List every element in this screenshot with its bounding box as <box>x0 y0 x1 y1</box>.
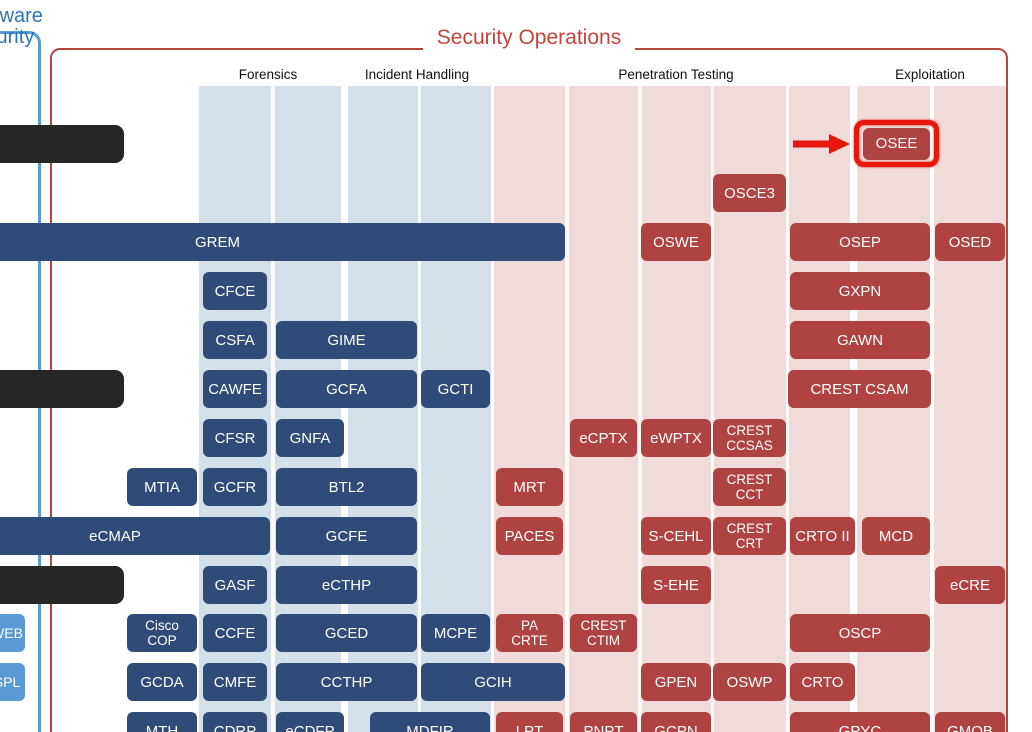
badge-ecre[interactable]: eCRE <box>935 566 1005 604</box>
badge-mtia[interactable]: MTIA <box>127 468 197 506</box>
badge-gnfa[interactable]: GNFA <box>276 419 344 457</box>
column-separator <box>565 86 569 732</box>
badge-osee[interactable]: OSEE <box>863 127 930 160</box>
section-title-wrap: Security Operations <box>50 26 1008 50</box>
badge-s-cehl[interactable]: S-CEHL <box>641 517 711 555</box>
badge-osed[interactable]: OSED <box>935 223 1005 261</box>
badge-paces[interactable]: PACES <box>496 517 563 555</box>
badge-crest-crt[interactable]: CREST CRT <box>713 517 786 555</box>
badge-gpen[interactable]: GPEN <box>641 663 711 701</box>
badge-ccfe[interactable]: CCFE <box>203 614 267 652</box>
band-exploitation-2 <box>934 86 1008 732</box>
badge-csfa[interactable]: CSFA <box>203 321 267 359</box>
badge-ecmap[interactable]: eCMAP <box>0 517 270 555</box>
badge-crest-csam[interactable]: CREST CSAM <box>788 370 931 408</box>
badge-redacted[interactable] <box>0 370 124 408</box>
badge-ccthp[interactable]: CCTHP <box>276 663 417 701</box>
badge-crest-ctim[interactable]: CREST CTIM <box>570 614 637 652</box>
badge-cfce[interactable]: CFCE <box>203 272 267 310</box>
badge-btl2[interactable]: BTL2 <box>276 468 417 506</box>
badge-grem[interactable]: GREM <box>0 223 565 261</box>
badge-crest-ccsas[interactable]: CREST CCSAS <box>713 419 786 457</box>
column-header-forensics: Forensics <box>238 67 298 82</box>
badge-crto-ii[interactable]: CRTO II <box>790 517 855 555</box>
badge-mrt[interactable]: MRT <box>496 468 563 506</box>
column-header-incident-handling: Incident Handling <box>364 67 470 82</box>
badge-oswe[interactable]: OSWE <box>641 223 711 261</box>
badge-cmfe[interactable]: CMFE <box>203 663 267 701</box>
badge-gced[interactable]: GCED <box>276 614 417 652</box>
badge-mdfir[interactable]: MDFIR <box>370 712 490 732</box>
badge-gcih[interactable]: GCIH <box>421 663 565 701</box>
column-separator <box>711 86 714 732</box>
column-separator <box>638 86 642 732</box>
column-header-penetration-testing: Penetration Testing <box>618 67 734 82</box>
badge-crest-cct[interactable]: CREST CCT <box>713 468 786 506</box>
badge-ecthp[interactable]: eCTHP <box>276 566 417 604</box>
badge-web[interactable]: WEB <box>0 614 25 652</box>
badge-gime[interactable]: GIME <box>276 321 417 359</box>
badge-ewptx[interactable]: eWPTX <box>641 419 711 457</box>
badge-pnpt[interactable]: PNPT <box>570 712 637 732</box>
badge-mth[interactable]: MTH <box>127 712 197 732</box>
badge-gcda[interactable]: GCDA <box>127 663 197 701</box>
badge-gxpn[interactable]: GXPN <box>790 272 930 310</box>
highlight-box: OSEE <box>854 120 939 167</box>
badge-lpt[interactable]: LPT <box>496 712 563 732</box>
badge-redacted[interactable] <box>0 566 124 604</box>
badge-s-ehe[interactable]: S-EHE <box>641 566 711 604</box>
badge-osce3[interactable]: OSCE3 <box>713 174 786 212</box>
badge-redacted[interactable] <box>0 125 124 163</box>
badge-ecptx[interactable]: eCPTX <box>570 419 637 457</box>
highlight-arrow-icon <box>793 134 850 154</box>
column-separator <box>418 86 421 732</box>
badge-gmob[interactable]: GMOB <box>935 712 1005 732</box>
column-header-exploitation: Exploitation <box>895 67 965 82</box>
adjacent-section-title-line2: Security <box>0 26 35 48</box>
badge-crto[interactable]: CRTO <box>790 663 855 701</box>
section-title: Security Operations <box>422 26 636 50</box>
badge-gawn[interactable]: GAWN <box>790 321 930 359</box>
column-separator <box>271 86 275 732</box>
badge-oswp[interactable]: OSWP <box>713 663 786 701</box>
badge-gcti[interactable]: GCTI <box>421 370 490 408</box>
badge-oscp[interactable]: OSCP <box>790 614 930 652</box>
badge-cawfe[interactable]: CAWFE <box>203 370 267 408</box>
badge-gcfe[interactable]: GCFE <box>276 517 417 555</box>
badge-gcfr[interactable]: GCFR <box>203 468 267 506</box>
badge-spl[interactable]: SPL <box>0 663 25 701</box>
badge-cisco-cop[interactable]: Cisco COP <box>127 614 197 652</box>
badge-pa-crte[interactable]: PA CRTE <box>496 614 563 652</box>
badge-mcpe[interactable]: MCPE <box>421 614 490 652</box>
badge-ecdfp[interactable]: eCDFP <box>276 712 344 732</box>
adjacent-section-title-line1: Software <box>0 5 43 27</box>
badge-osep[interactable]: OSEP <box>790 223 930 261</box>
badge-cfsr[interactable]: CFSR <box>203 419 267 457</box>
badge-gasf[interactable]: GASF <box>203 566 267 604</box>
badge-gcpn[interactable]: GCPN <box>641 712 711 732</box>
column-separator <box>786 86 789 732</box>
badge-mcd[interactable]: MCD <box>862 517 930 555</box>
badge-gcfa[interactable]: GCFA <box>276 370 417 408</box>
badge-cdrp[interactable]: CDRP <box>203 712 267 732</box>
badge-gpyc[interactable]: GPYC <box>790 712 930 732</box>
